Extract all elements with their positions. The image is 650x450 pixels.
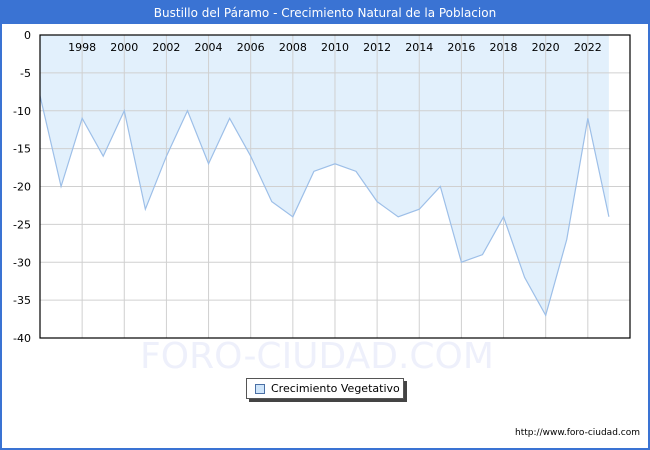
x-tick-label: 2022 [574, 41, 602, 54]
x-tick-label: 2014 [405, 41, 433, 54]
y-tick-label: -20 [13, 181, 31, 194]
legend-label: Crecimiento Vegetativo [271, 382, 400, 395]
x-tick-label: 2016 [447, 41, 475, 54]
x-tick-label: 2000 [110, 41, 138, 54]
x-tick-label: 2012 [363, 41, 391, 54]
area-fill [40, 35, 609, 316]
y-tick-label: -35 [13, 294, 31, 307]
x-tick-label: 2018 [490, 41, 518, 54]
source-url[interactable]: http://www.foro-ciudad.com [515, 428, 640, 438]
y-tick-label: -25 [13, 218, 31, 231]
x-tick-label: 2010 [321, 41, 349, 54]
watermark: FORO-CIUDAD.COM [140, 336, 494, 377]
data-line [39, 95, 610, 317]
x-tick-label: 2006 [237, 41, 265, 54]
x-tick-label: 1998 [68, 41, 96, 54]
legend-swatch-icon [255, 384, 265, 394]
x-tick-label: 2020 [532, 41, 560, 54]
y-tick-label: -15 [13, 143, 31, 156]
y-tick-label: -10 [13, 105, 31, 118]
chart-title: Bustillo del Páramo - Crecimiento Natura… [2, 2, 648, 24]
x-tick-label: 2008 [279, 41, 307, 54]
chart-legend: Crecimiento Vegetativo [246, 378, 404, 399]
plot-border [39, 34, 631, 339]
x-tick-label: 2004 [195, 41, 223, 54]
x-tick-label: 2002 [152, 41, 180, 54]
y-tick-label: -40 [13, 332, 31, 345]
y-tick-label: -5 [20, 67, 31, 80]
y-tick-label: 0 [24, 29, 31, 42]
y-tick-label: -30 [13, 256, 31, 269]
